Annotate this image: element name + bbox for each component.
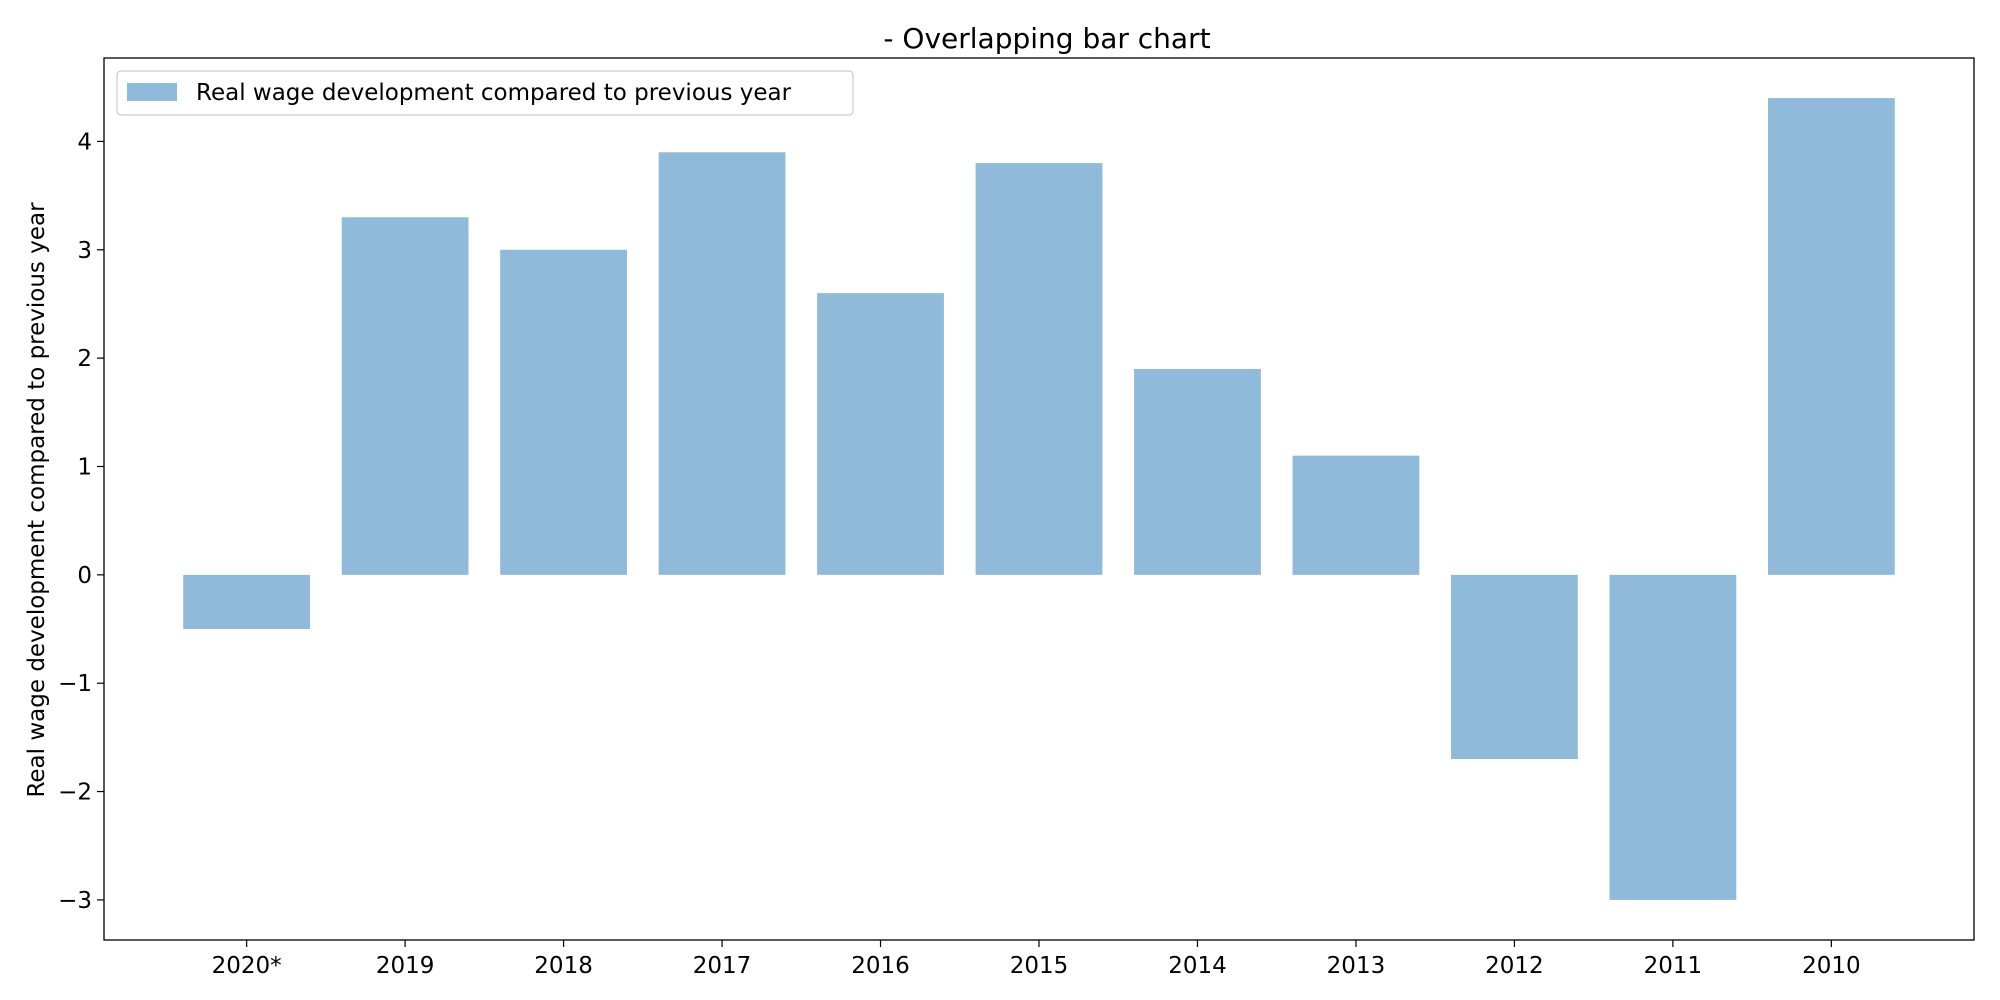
x-tick-label: 2012 (1485, 953, 1544, 979)
x-tick-label: 2020* (212, 953, 282, 979)
x-tick-label: 2013 (1327, 953, 1386, 979)
bar-2018 (500, 249, 627, 575)
plot-frame (103, 57, 1975, 941)
bars-layer (183, 98, 1895, 900)
x-tick-label: 2011 (1644, 953, 1703, 979)
bar-2015 (975, 163, 1103, 575)
bar-2017 (658, 152, 786, 575)
bar-2019 (341, 217, 469, 575)
y-tick-label: 3 (77, 238, 92, 264)
x-tick-label: 2017 (693, 953, 752, 979)
bar-2012 (1451, 574, 1578, 760)
y-tick-label: −3 (58, 888, 92, 914)
bar-2016 (817, 293, 944, 575)
bar-2010 (1767, 98, 1895, 575)
legend-box (116, 70, 854, 116)
x-tick-label: 2014 (1168, 953, 1227, 979)
y-tick-label: 0 (77, 563, 92, 589)
bar-2011 (1609, 574, 1737, 900)
x-tick-label: 2019 (376, 953, 435, 979)
y-tick-label: −1 (58, 671, 92, 697)
chart-title: - Overlapping bar chart (883, 22, 1210, 55)
bar-2014 (1134, 368, 1261, 575)
x-tick-label: 2015 (1010, 953, 1069, 979)
legend: Real wage development compared to previo… (116, 70, 854, 116)
bar-2020-star (183, 574, 311, 630)
x-tick-label: 2018 (534, 953, 593, 979)
x-tick-label: 2016 (851, 953, 910, 979)
legend-swatch (127, 83, 177, 101)
legend-label: Real wage development compared to previo… (196, 80, 792, 106)
y-ticks-layer: −3 −2 −1 0 1 2 3 4 (58, 129, 104, 914)
y-tick-label: 4 (77, 129, 92, 155)
y-tick-label: −2 (58, 780, 92, 806)
x-ticks-layer: 2020* 2019 2018 2017 2016 2015 2014 2013 2012 201… (212, 940, 1861, 979)
y-tick-label: 1 (77, 454, 92, 480)
y-tick-label: 2 (77, 346, 92, 372)
x-tick-label: 2010 (1802, 953, 1861, 979)
bar-2013 (1292, 455, 1420, 575)
y-axis-label: Real wage development compared to previo… (24, 202, 50, 798)
